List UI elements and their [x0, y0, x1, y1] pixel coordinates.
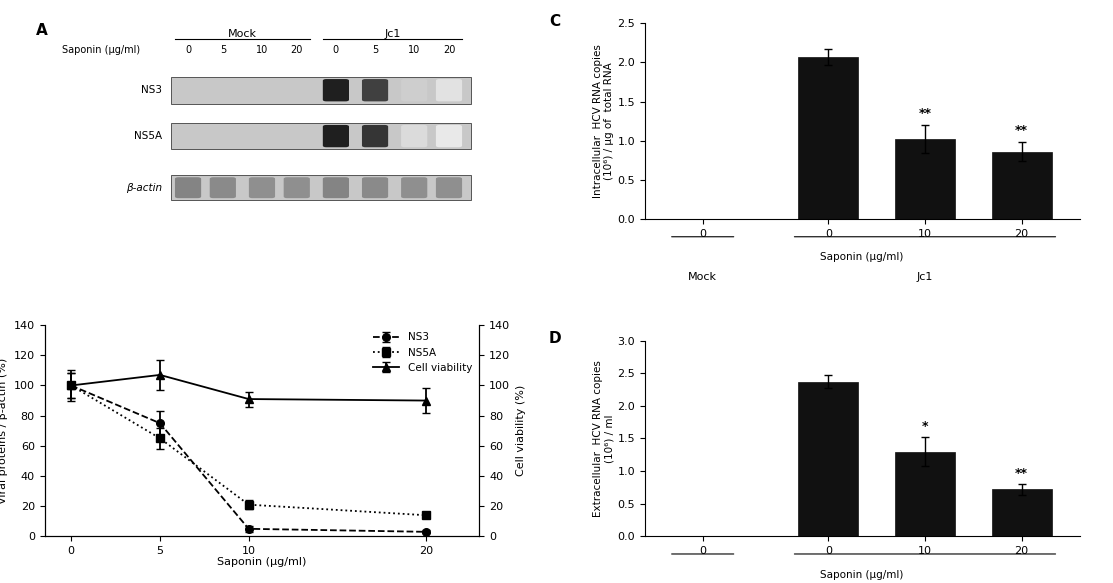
- Text: 5: 5: [372, 45, 378, 55]
- Y-axis label: Intracellular  HCV RNA copies
(10⁶) / μg of  total RNA: Intracellular HCV RNA copies (10⁶) / μg …: [593, 44, 614, 198]
- FancyBboxPatch shape: [362, 125, 388, 147]
- FancyBboxPatch shape: [436, 79, 462, 101]
- Y-axis label: Extracellular  HCV RNA copies
(10⁶) / ml: Extracellular HCV RNA copies (10⁶) / ml: [593, 360, 614, 517]
- Text: Saponin (μg/ml): Saponin (μg/ml): [820, 570, 904, 580]
- Bar: [895, 139, 955, 219]
- Bar: [992, 152, 1052, 219]
- FancyBboxPatch shape: [436, 177, 462, 198]
- Text: NS5A: NS5A: [134, 131, 162, 141]
- Text: NS3: NS3: [141, 85, 162, 95]
- Text: Jc1: Jc1: [384, 29, 401, 39]
- Text: **: **: [1015, 124, 1028, 137]
- Bar: [170, 122, 471, 149]
- Bar: [798, 57, 858, 219]
- Y-axis label: Viral proteins / β-actin (%): Viral proteins / β-actin (%): [0, 357, 8, 504]
- FancyBboxPatch shape: [323, 79, 349, 101]
- Text: A: A: [36, 23, 48, 38]
- FancyBboxPatch shape: [175, 177, 201, 198]
- Text: 0: 0: [185, 45, 191, 55]
- Text: D: D: [549, 331, 562, 346]
- Text: Mock: Mock: [228, 29, 257, 39]
- Text: Jc1: Jc1: [917, 272, 933, 282]
- Bar: [798, 382, 858, 536]
- Legend: NS3, NS5A, Cell viability: NS3, NS5A, Cell viability: [370, 328, 476, 377]
- Text: β-actin: β-actin: [126, 182, 162, 193]
- Bar: [992, 489, 1052, 536]
- Text: **: **: [1015, 466, 1028, 480]
- X-axis label: Saponin (μg/ml): Saponin (μg/ml): [217, 557, 307, 567]
- Text: 0: 0: [333, 45, 339, 55]
- FancyBboxPatch shape: [401, 177, 427, 198]
- Text: Saponin (μg/ml): Saponin (μg/ml): [820, 252, 904, 262]
- FancyBboxPatch shape: [362, 79, 388, 101]
- Text: *: *: [922, 420, 928, 433]
- FancyBboxPatch shape: [436, 125, 462, 147]
- FancyBboxPatch shape: [323, 177, 349, 198]
- Text: 10: 10: [256, 45, 268, 55]
- Text: 20: 20: [443, 45, 455, 55]
- Text: Mock: Mock: [688, 272, 717, 282]
- Y-axis label: Cell viability (%): Cell viability (%): [515, 385, 525, 476]
- Text: **: **: [918, 107, 932, 120]
- Bar: [170, 77, 471, 104]
- FancyBboxPatch shape: [401, 125, 427, 147]
- Text: Saponin (μg/ml): Saponin (μg/ml): [62, 45, 140, 55]
- Bar: [170, 175, 471, 200]
- Bar: [895, 451, 955, 536]
- Text: C: C: [549, 13, 560, 29]
- Text: 20: 20: [290, 45, 303, 55]
- FancyBboxPatch shape: [362, 177, 388, 198]
- FancyBboxPatch shape: [209, 177, 236, 198]
- FancyBboxPatch shape: [323, 125, 349, 147]
- Text: 5: 5: [219, 45, 226, 55]
- Text: 10: 10: [408, 45, 421, 55]
- FancyBboxPatch shape: [249, 177, 275, 198]
- FancyBboxPatch shape: [401, 79, 427, 101]
- FancyBboxPatch shape: [284, 177, 309, 198]
